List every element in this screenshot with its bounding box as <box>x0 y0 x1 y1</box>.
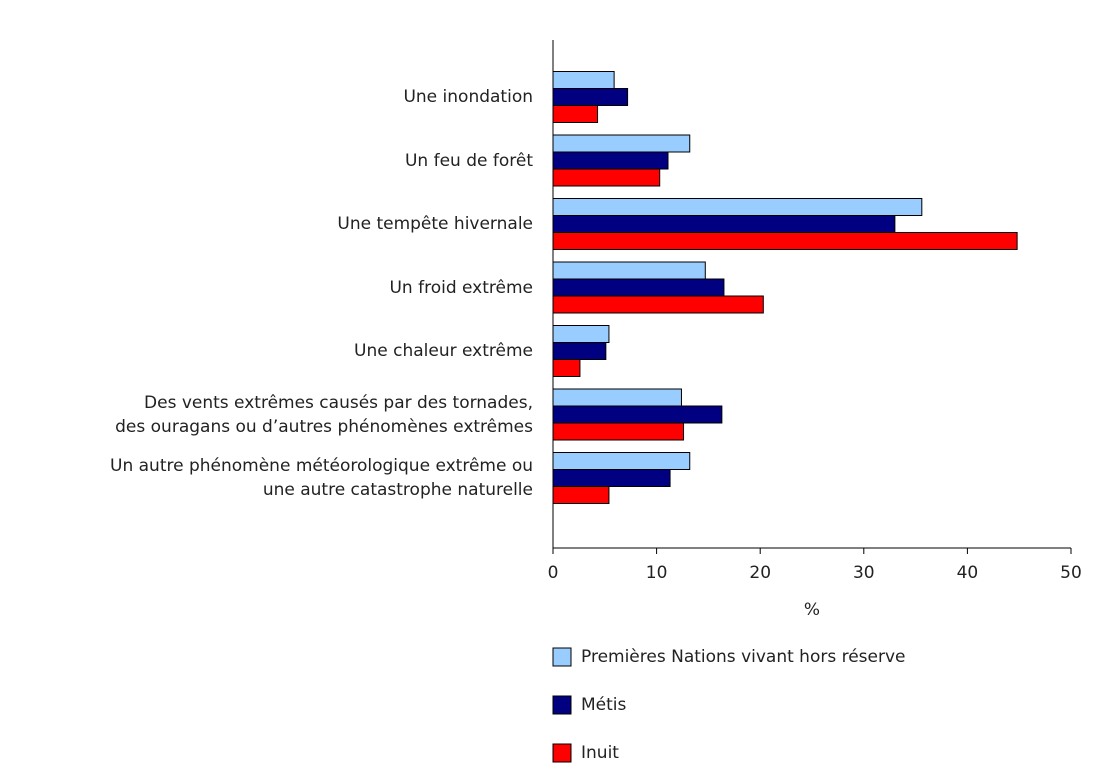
x-tick-label: 30 <box>853 563 875 583</box>
bar <box>552 105 599 123</box>
x-tick-label: 50 <box>1060 563 1082 583</box>
bar <box>552 71 615 89</box>
bar <box>552 278 725 297</box>
legend-label: Métis <box>581 695 627 715</box>
legend-label: Premières Nations vivant hors réserve <box>581 647 906 667</box>
bar <box>552 325 610 343</box>
x-tick-label: 10 <box>646 563 668 583</box>
bar <box>552 486 610 504</box>
bar <box>552 295 764 314</box>
bar <box>552 342 607 360</box>
bar <box>552 151 669 170</box>
category-label: Une chaleur extrême <box>354 341 533 361</box>
bar <box>552 388 682 407</box>
category-label: Des vents extrêmes causés par des tornad… <box>115 392 533 437</box>
category-label: Une inondation <box>403 87 533 107</box>
bar <box>552 422 685 441</box>
x-tick-label: 0 <box>548 563 559 583</box>
legend-swatch <box>552 695 572 715</box>
bar <box>552 405 723 424</box>
category-label: Un autre phénomène météorologique extrêm… <box>110 456 533 500</box>
bar <box>552 168 661 187</box>
x-tick-label: 40 <box>957 563 979 583</box>
bar <box>552 359 581 377</box>
bar <box>552 88 629 106</box>
bar <box>552 232 1018 250</box>
bar <box>552 215 896 233</box>
legend-label: Inuit <box>581 743 619 763</box>
bar <box>552 261 706 280</box>
x-tick-label: 20 <box>749 563 771 583</box>
bar <box>552 452 691 470</box>
bar <box>552 198 923 216</box>
category-label: Un feu de forêt <box>404 150 533 171</box>
legend-swatch <box>552 743 572 763</box>
x-axis-label: % <box>804 600 820 620</box>
bar <box>552 469 671 487</box>
legend-swatch <box>552 647 572 667</box>
category-label: Une tempête hivernale <box>337 214 533 234</box>
category-label: Un froid extrême <box>389 277 533 298</box>
bar <box>552 134 691 153</box>
